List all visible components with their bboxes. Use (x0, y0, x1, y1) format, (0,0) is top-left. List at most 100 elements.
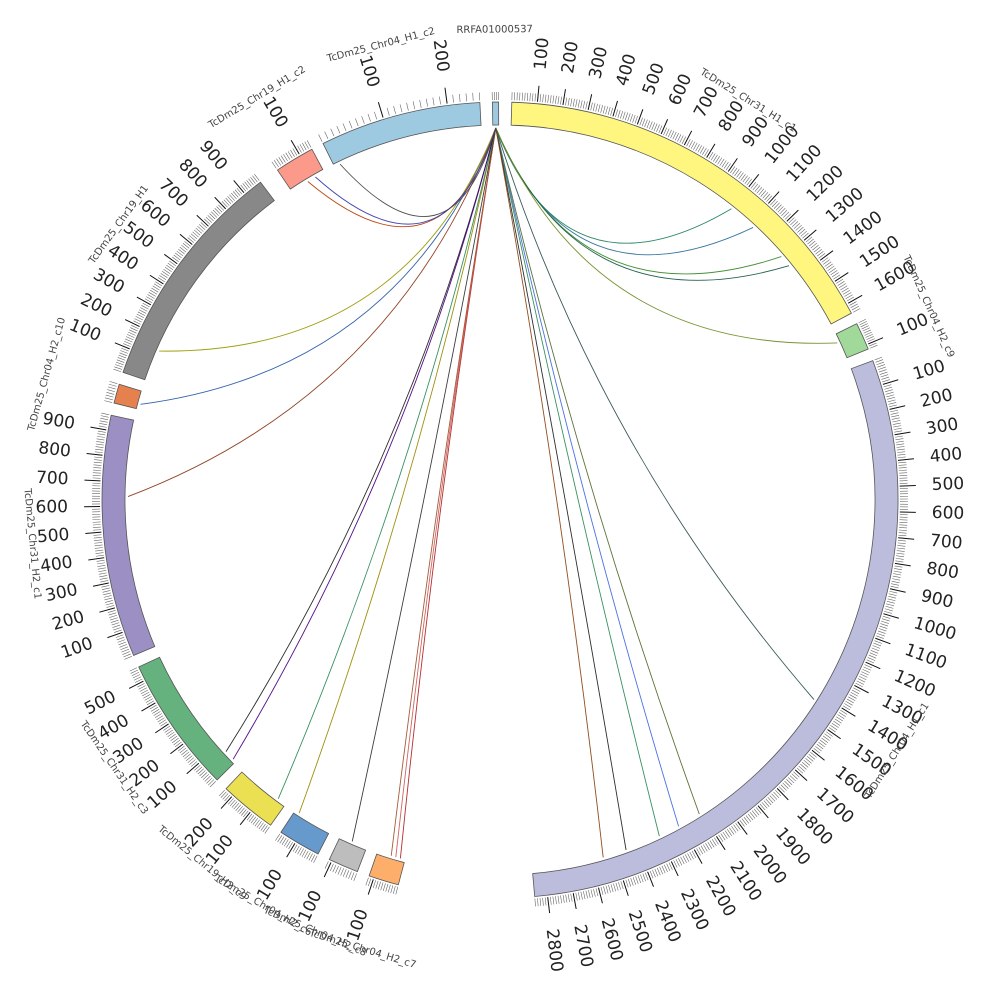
tick-minor (175, 252, 182, 259)
tick-minor (239, 807, 245, 815)
tick-minor (275, 833, 281, 841)
tick-minor (329, 863, 334, 872)
tick-major (622, 880, 629, 896)
tick-minor (106, 605, 115, 608)
tick-minor (760, 190, 767, 197)
tick-minor (406, 102, 409, 111)
tick-major (612, 100, 618, 117)
tick-minor (195, 766, 203, 773)
tick-minor (725, 163, 731, 171)
tick-minor (324, 861, 329, 869)
tick-minor (897, 542, 906, 545)
tick-minor (123, 343, 131, 347)
tick-minor (704, 149, 709, 157)
tick-minor (308, 853, 313, 861)
tick-minor (580, 100, 583, 109)
tick-minor (828, 727, 836, 733)
tick-minor (597, 104, 601, 113)
tick-minor (93, 539, 103, 541)
tick-minor (152, 285, 160, 291)
tick-major (868, 337, 884, 345)
tick-minor (123, 653, 131, 658)
tick-minor (718, 834, 724, 842)
tick-major (186, 762, 200, 775)
tick-minor (412, 101, 416, 110)
tick-minor (214, 208, 221, 215)
tick-label: 400 (929, 444, 963, 467)
tick-minor (836, 716, 844, 722)
tick-minor (229, 799, 236, 807)
tick-minor (578, 892, 581, 901)
tick-minor (850, 303, 858, 308)
tick-minor (865, 333, 873, 338)
tick-minor (552, 95, 555, 104)
tick-minor (160, 273, 168, 279)
tick-minor (117, 639, 126, 643)
tick-minor (646, 120, 651, 129)
tick-major (155, 723, 169, 734)
tick-minor (888, 593, 897, 596)
tick-minor (851, 305, 860, 311)
tick-minor (896, 555, 905, 558)
tick-minor (137, 311, 146, 316)
tick-minor (620, 881, 624, 890)
tick-minor (649, 121, 653, 130)
tick-minor (893, 573, 902, 576)
tick-minor (204, 218, 211, 225)
tick-minor (250, 816, 257, 824)
tick-minor (241, 809, 247, 816)
tick-minor (882, 615, 891, 619)
tick-minor (200, 222, 207, 229)
tick-minor (894, 568, 903, 571)
tick-minor (740, 173, 746, 181)
tick-minor (565, 894, 568, 903)
tick-minor (877, 633, 885, 637)
tick-minor (419, 99, 422, 108)
tick-minor (146, 700, 155, 706)
tick-minor (896, 550, 905, 552)
tick-minor (169, 260, 176, 266)
link (495, 127, 815, 700)
tick-minor (884, 608, 893, 612)
tick-minor (103, 592, 112, 596)
tick-minor (340, 868, 344, 876)
tick-label: 900 (41, 409, 76, 434)
tick-minor (858, 318, 866, 324)
tick-minor (124, 656, 132, 660)
tick-minor (842, 289, 851, 295)
tick-minor (615, 882, 619, 891)
link (495, 127, 790, 281)
tick-minor (299, 144, 305, 152)
tick-minor (741, 818, 747, 826)
tick-minor (118, 641, 127, 646)
tick-minor (888, 404, 897, 408)
tick-minor (101, 587, 110, 591)
tick-minor (891, 414, 900, 418)
tick-minor (644, 872, 649, 881)
tick-minor (283, 839, 289, 847)
tick-minor (590, 889, 594, 898)
tick-minor (697, 145, 703, 153)
tick-major (99, 607, 115, 613)
tick-minor (186, 755, 193, 761)
tick-minor (151, 287, 159, 293)
tick-minor (653, 123, 658, 131)
tick-major (854, 685, 869, 694)
tick-minor (158, 719, 166, 725)
tick-minor (537, 898, 539, 907)
tick-minor (639, 117, 643, 126)
tick-minor (780, 784, 787, 791)
tick-minor (877, 630, 886, 634)
tick-minor (713, 154, 718, 162)
tick-minor (140, 689, 149, 695)
tick-minor (590, 102, 593, 111)
tick-minor (182, 243, 190, 249)
tick-minor (831, 722, 839, 728)
tick-minor (96, 438, 105, 441)
tick-minor (252, 818, 258, 825)
tick-minor (100, 415, 109, 418)
tick-minor (632, 877, 637, 885)
tick-minor (277, 835, 283, 843)
